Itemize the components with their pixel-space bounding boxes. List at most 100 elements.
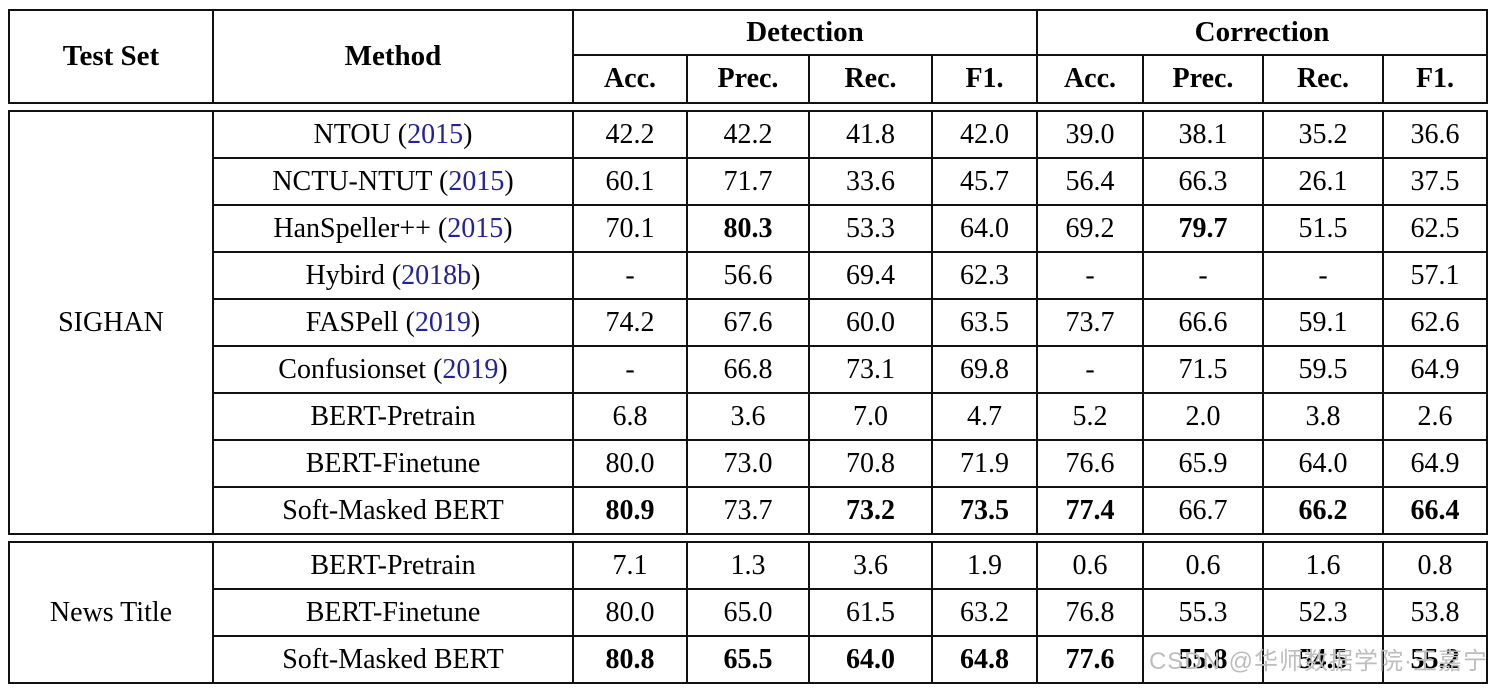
- metric-value: 71.9: [931, 439, 1038, 488]
- metric-value: 65.5: [686, 635, 810, 684]
- metric-value: 69.2: [1036, 204, 1144, 253]
- method-label: Soft-Masked BERT: [282, 643, 504, 675]
- method-label: BERT-Pretrain: [310, 400, 476, 432]
- table-row: News Title BERT-Pretrain 7.1 1.3 3.6 1.9 0.6 0.…: [8, 541, 1488, 684]
- col-header-detection-f1: F1.: [931, 54, 1038, 104]
- metric-value: 73.2: [808, 486, 933, 535]
- metric-value: 71.7: [686, 157, 810, 206]
- metric-value: 36.6: [1382, 110, 1488, 159]
- metric-value: 73.5: [931, 486, 1038, 535]
- metric-value: 80.3: [686, 204, 810, 253]
- test-set-label: SIGHAN: [8, 110, 214, 535]
- metric-value: 62.6: [1382, 298, 1488, 347]
- table-row: BERT-Pretrain 6.8 3.6 7.0 4.7 5.2 2.0 3.8 2.6: [9, 392, 1488, 441]
- metric-value: 63.5: [931, 298, 1038, 347]
- metric-value: 51.5: [1262, 204, 1384, 253]
- citation-year-link[interactable]: 2015: [448, 165, 505, 197]
- metric-value: 5.2: [1036, 392, 1144, 441]
- citation-year-link[interactable]: 2018b: [401, 259, 472, 291]
- metric-value: 66.8: [686, 345, 810, 394]
- metric-value: 53.8: [1382, 588, 1488, 637]
- method-label: NCTU-NTUT: [272, 165, 433, 197]
- method-name: Soft-Masked BERT: [212, 635, 574, 684]
- metric-value: -: [1036, 251, 1144, 300]
- metric-value: 61.5: [808, 588, 933, 637]
- metric-value: 66.3: [1142, 157, 1264, 206]
- metric-value: 73.7: [1036, 298, 1144, 347]
- table-row: Soft-Masked BERT 80.8 65.5 64.0 64.8 77.6 55.8…: [9, 635, 1488, 684]
- col-header-correction-rec: Rec.: [1262, 54, 1384, 104]
- metric-value: 56.6: [686, 251, 810, 300]
- metric-value: 6.8: [572, 392, 688, 441]
- metric-value: 56.4: [1036, 157, 1144, 206]
- metric-value: 0.6: [1036, 541, 1144, 590]
- method-label: BERT-Finetune: [305, 596, 481, 628]
- col-header-correction-f1: F1.: [1382, 54, 1488, 104]
- results-table-news-title: News Title BERT-Pretrain 7.1 1.3 3.6 1.9 0.6 0.…: [8, 541, 1488, 684]
- metric-value: 52.3: [1262, 588, 1384, 637]
- metric-value: 59.5: [1262, 345, 1384, 394]
- method-name: Hybird (2018b): [212, 251, 574, 300]
- metric-value: 38.1: [1142, 110, 1264, 159]
- method-label: Soft-Masked BERT: [282, 494, 504, 526]
- metric-value: 26.1: [1262, 157, 1384, 206]
- method-label: BERT-Finetune: [305, 447, 481, 479]
- metric-value: 80.0: [572, 588, 688, 637]
- method-name: BERT-Finetune: [212, 588, 574, 637]
- metric-value: 59.1: [1262, 298, 1384, 347]
- citation-year-link[interactable]: 2015: [447, 212, 504, 244]
- metric-value: 64.0: [931, 204, 1038, 253]
- metric-value: 0.6: [1142, 541, 1264, 590]
- test-set-label: News Title: [8, 541, 214, 684]
- metric-value: 0.8: [1382, 541, 1488, 590]
- citation-year-link[interactable]: 2015: [407, 118, 464, 150]
- method-label: NTOU: [313, 118, 391, 150]
- metric-value: 73.1: [808, 345, 933, 394]
- metric-value: 80.9: [572, 486, 688, 535]
- metric-value: 37.5: [1382, 157, 1488, 206]
- metric-value: 64.9: [1382, 345, 1488, 394]
- metric-value: 1.9: [931, 541, 1038, 590]
- citation-year-link[interactable]: 2019: [442, 353, 499, 385]
- table-row: BERT-Finetune 80.0 73.0 70.8 71.9 76.6 65.9 64.…: [9, 439, 1488, 488]
- table-row: Hybird (2018b) -56.6 69.4 62.3- - -57.1: [9, 251, 1488, 300]
- metric-value: 7.1: [572, 541, 688, 590]
- metric-value: 39.0: [1036, 110, 1144, 159]
- table-row: FASPell (2019) 74.2 67.6 60.0 63.5 73.7 66.6 59…: [9, 298, 1488, 347]
- metric-value: 45.7: [931, 157, 1038, 206]
- metric-value: 71.5: [1142, 345, 1264, 394]
- metric-value: 55.3: [1142, 588, 1264, 637]
- metric-value: 53.3: [808, 204, 933, 253]
- metric-value: 62.5: [1382, 204, 1488, 253]
- col-header-detection-prec: Prec.: [686, 54, 810, 104]
- metric-value: 1.3: [686, 541, 810, 590]
- citation-year-link[interactable]: 2019: [414, 306, 471, 338]
- table-row: NCTU-NTUT (2015) 60.1 71.7 33.6 45.7 56.4 66.3…: [9, 157, 1488, 206]
- metric-value: 60.0: [808, 298, 933, 347]
- metric-value: 65.9: [1142, 439, 1264, 488]
- metric-value: 55.8: [1142, 635, 1264, 684]
- method-label: FASPell: [305, 306, 399, 338]
- metric-value: 54.5: [1262, 635, 1384, 684]
- metric-value: 3.6: [686, 392, 810, 441]
- col-group-correction: Correction: [1036, 9, 1488, 56]
- method-name: NTOU (2015): [212, 110, 574, 159]
- metric-value: 41.8: [808, 110, 933, 159]
- results-table-header: Test Set Method Detection Correction Acc…: [8, 9, 1488, 104]
- method-name: HanSpeller++ (2015): [212, 204, 574, 253]
- metric-value: 35.2: [1262, 110, 1384, 159]
- metric-value: 42.2: [686, 110, 810, 159]
- metric-value: 67.6: [686, 298, 810, 347]
- metric-value: 70.8: [808, 439, 933, 488]
- header-row-groups: Test Set Method Detection Correction: [8, 9, 1488, 104]
- table-row: HanSpeller++ (2015) 70.1 80.3 53.3 64.0 69.2 7…: [9, 204, 1488, 253]
- method-name: Soft-Masked BERT: [212, 486, 574, 535]
- table-row: Confusionset (2019) -66.8 73.1 69.8-71.5 59.…: [9, 345, 1488, 394]
- metric-value: 76.6: [1036, 439, 1144, 488]
- metric-value: 66.2: [1262, 486, 1384, 535]
- metric-value: 42.2: [572, 110, 688, 159]
- metric-value: 7.0: [808, 392, 933, 441]
- metric-value: -: [572, 251, 688, 300]
- col-header-detection-acc: Acc.: [572, 54, 688, 104]
- metric-value: 73.0: [686, 439, 810, 488]
